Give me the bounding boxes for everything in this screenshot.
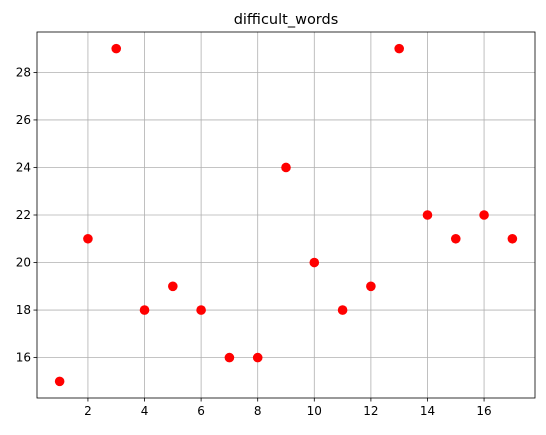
- y-tick-label: 28: [16, 65, 31, 79]
- data-point: [479, 210, 489, 220]
- data-point: [422, 210, 433, 220]
- x-tick-label: 10: [307, 404, 322, 418]
- data-point: [309, 257, 320, 268]
- x-tick-label: 8: [254, 404, 262, 418]
- x-tick-label: 2: [84, 404, 92, 418]
- data-point: [450, 233, 461, 244]
- data-point: [54, 376, 65, 387]
- data-point: [394, 43, 404, 54]
- x-tick-label: 4: [141, 404, 149, 418]
- x-tick-label: 12: [363, 404, 378, 418]
- x-tick-label: 14: [420, 404, 435, 418]
- data-point: [252, 352, 263, 363]
- y-tick-label: 22: [16, 208, 31, 222]
- y-tick-label: 26: [16, 113, 31, 127]
- data-point: [224, 352, 235, 363]
- plot-frame: [36, 31, 536, 399]
- y-tick-label: 24: [16, 160, 31, 174]
- grid: [37, 32, 535, 398]
- data-point: [168, 281, 178, 292]
- y-tick-label: 16: [16, 351, 31, 365]
- data-point: [83, 233, 93, 244]
- data-point: [281, 162, 291, 173]
- data-point: [111, 43, 122, 54]
- data-point: [366, 281, 376, 292]
- data-point: [139, 305, 150, 315]
- data-point: [337, 305, 348, 315]
- chart-title: difficult_words: [234, 12, 339, 28]
- x-tick-label: 6: [197, 404, 205, 418]
- data-points: [54, 43, 518, 387]
- x-tick-label: 16: [476, 404, 491, 418]
- data-point: [196, 305, 206, 315]
- data-point: [507, 233, 518, 244]
- y-tick-label: 18: [16, 303, 31, 317]
- y-tick-label: 20: [16, 256, 31, 270]
